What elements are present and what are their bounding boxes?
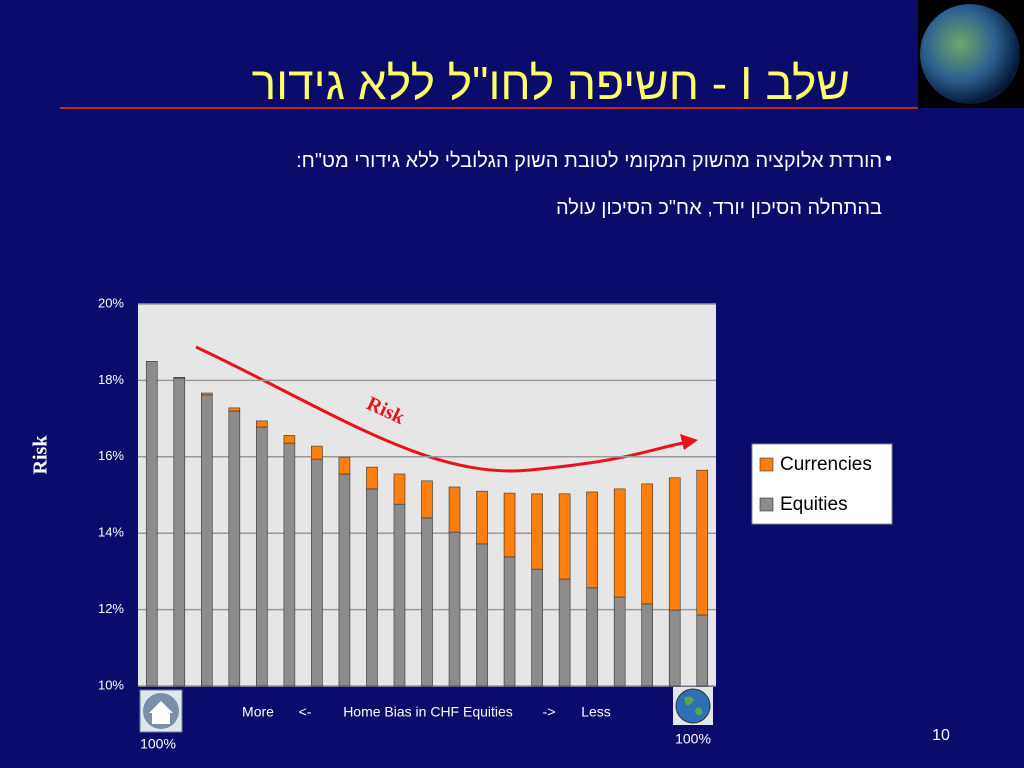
bar-segment: [283, 435, 296, 444]
y-tick-label: 18%: [98, 372, 124, 387]
x-end-label: 100%: [675, 731, 711, 747]
bar-segment: [228, 407, 241, 412]
bullet: הורדת אלוקציה מהשוק המקומי לטובת השוק הג…: [296, 150, 882, 172]
bar-segment: [668, 609, 681, 687]
bar-segment: [393, 473, 406, 505]
legend-label: Equities: [780, 494, 848, 515]
bar-segment: [613, 596, 626, 687]
bar-segment: [586, 491, 598, 589]
bar-segment: [173, 377, 186, 379]
bar-segment: [476, 543, 488, 687]
bar-segment: [311, 458, 323, 687]
y-tick-label: 14%: [98, 525, 124, 540]
bar-segment: [366, 466, 378, 490]
y-axis-label: Risk: [30, 435, 52, 475]
legend-swatch: [759, 497, 774, 512]
bar-segment: [201, 394, 213, 687]
bar-segment: [448, 531, 461, 687]
legend-swatch: [759, 457, 774, 472]
risk-arrow: [195, 345, 684, 473]
bar-segment: [531, 568, 543, 687]
x-axis-label: More: [242, 704, 274, 720]
globe-image: [920, 4, 1020, 104]
bar-segment: [145, 360, 158, 687]
bar-segment: [448, 486, 461, 533]
y-tick-label: 16%: [98, 448, 124, 463]
bar-segment: [311, 445, 323, 460]
bar-segment: [338, 473, 351, 687]
bar-segment: [558, 578, 571, 687]
bar-segment: [228, 410, 241, 687]
x-end-label: 100%: [140, 736, 176, 752]
legend: [751, 443, 893, 525]
y-tick-label: 12%: [98, 601, 124, 616]
y-tick-label: 20%: [98, 295, 124, 310]
bar-segment: [696, 469, 709, 616]
x-axis-label: ->: [543, 704, 556, 720]
bar-segment: [641, 603, 653, 687]
bar-segment: [338, 456, 351, 475]
bar-segment: [503, 492, 516, 558]
bar-segment: [668, 477, 681, 611]
bar-segment: [586, 587, 598, 687]
bar-segment: [283, 442, 296, 687]
bar-segment: [366, 488, 378, 687]
home-icon: [139, 689, 183, 733]
bar-segment: [503, 556, 516, 687]
bar-segment: [531, 493, 543, 570]
bar-segment: [613, 488, 626, 598]
slide-title: שלב I - חשיפה לחו"ל ללא גידור: [251, 57, 850, 109]
y-tick-label: 10%: [98, 677, 124, 692]
x-axis-label: Home Bias in CHF Equities: [343, 704, 513, 720]
legend-label: Currencies: [780, 454, 872, 475]
bar-segment: [476, 490, 488, 545]
bar-segment: [558, 493, 571, 580]
bar-segment: [201, 392, 213, 396]
bullet-dot: •: [885, 148, 893, 170]
bar-segment: [256, 426, 268, 687]
bar-segment: [421, 480, 433, 519]
bar-segment: [256, 420, 268, 428]
x-axis-label: Less: [581, 704, 611, 720]
bar-segment: [421, 517, 433, 687]
bar-segment: [393, 503, 406, 687]
risk-arrow-head: [680, 434, 698, 450]
x-axis-label: <-: [299, 704, 312, 720]
bullet-continuation: בהתחלה הסיכון יורד, אח"כ הסיכון עולה: [556, 197, 882, 219]
page-number: 10: [932, 727, 950, 744]
globe-icon: [673, 687, 713, 725]
bar-segment: [641, 483, 653, 605]
bar-segment: [173, 377, 186, 687]
bar-segment: [696, 614, 709, 687]
